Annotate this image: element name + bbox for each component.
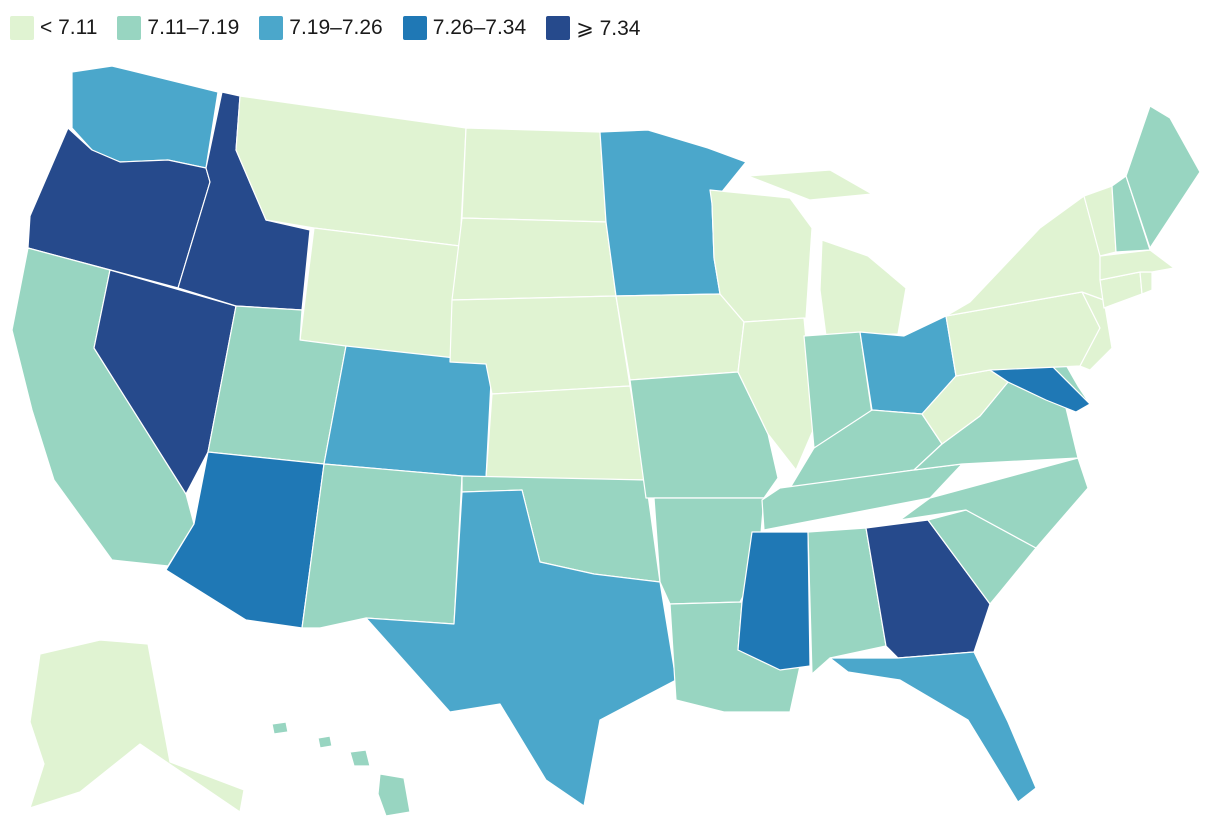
state-SD [451,217,617,301]
legend-swatch [10,16,34,40]
legend-item: 7.19–7.26 [259,16,383,40]
state-AL [807,527,887,675]
legend-swatch [546,16,571,40]
state-NH [1111,175,1151,253]
state-KS [485,385,647,481]
state-ND [461,127,607,223]
legend-label: < 7.11 [40,16,98,39]
legend-label: 7.11–7.19 [147,16,240,39]
legend-label: 7.19–7.26 [289,16,383,39]
state-IA [615,293,745,381]
legend-item: ⩾ 7.34 [546,16,640,41]
legend-item: < 7.11 [10,16,97,40]
state-ME [1125,105,1201,249]
legend-label: ⩾ 7.34 [576,16,641,40]
legend: < 7.11 7.11–7.19 7.19–7.26 7.26–7.34 ⩾ 7.34 [10,12,660,44]
legend-swatch [402,16,427,40]
state-NM [301,463,463,629]
state-FL [829,651,1037,803]
legend-item: 7.11–7.19 [117,16,239,40]
state-MI [747,169,907,337]
legend-swatch [259,16,284,40]
state-RI [1139,271,1153,295]
state-TX [365,489,677,807]
state-CO [323,345,493,479]
legend-item: 7.26–7.34 [402,16,527,40]
state-IL [737,317,815,471]
state-WY [299,227,461,363]
state-HI [271,721,411,817]
state-MS [737,531,811,671]
state-AK [29,639,245,813]
legend-swatch [117,16,142,40]
legend-label: 7.26–7.34 [432,16,527,39]
